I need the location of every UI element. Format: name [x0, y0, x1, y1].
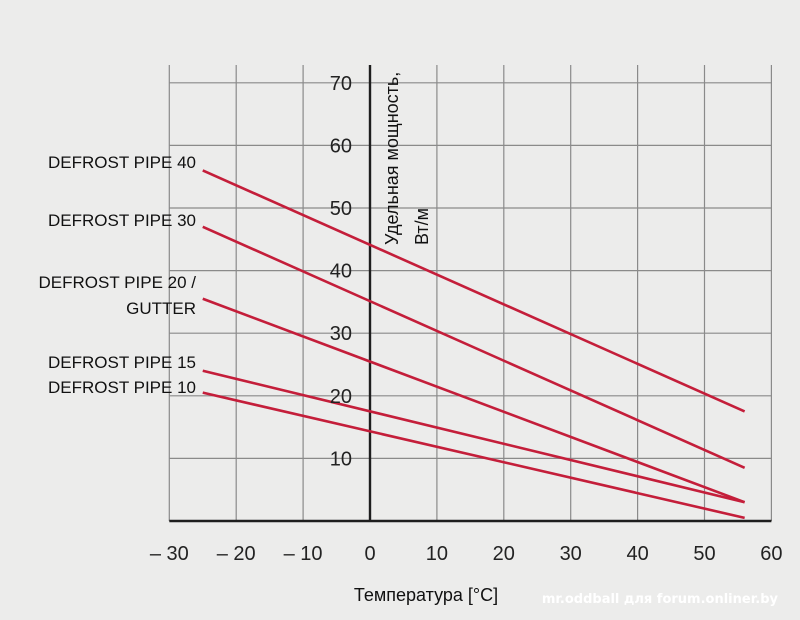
y-tick-label: 60 — [330, 135, 352, 157]
y-tick-label: 70 — [330, 73, 352, 95]
y-tick-label: 50 — [330, 198, 352, 220]
x-tick-label: 0 — [364, 543, 375, 565]
y-tick-label: 10 — [330, 448, 352, 470]
series-label: DEFROST PIPE 40 — [48, 153, 196, 172]
x-tick-label: – 10 — [284, 543, 323, 565]
y-tick-label: 40 — [330, 261, 352, 283]
series-label: DEFROST PIPE 30 — [48, 211, 196, 230]
x-tick-label: 50 — [693, 543, 715, 565]
y-tick-label: 20 — [330, 386, 352, 408]
series-label: DEFROST PIPE 20 / — [39, 273, 197, 292]
y-axis-title-line: Удельная мощность, — [382, 72, 402, 245]
series-labels: DEFROST PIPE 40 DEFROST PIPE 30 DEFROST PI… — [39, 153, 197, 397]
watermark: mr.oddball для forum.onliner.by — [542, 592, 779, 607]
grid — [168, 65, 773, 521]
series-label: DEFROST PIPE 15 — [48, 353, 196, 372]
series-label: GUTTER — [126, 299, 196, 318]
x-tick-label: – 20 — [217, 543, 256, 565]
series-line — [202, 169, 746, 413]
x-tick-label: – 30 — [150, 543, 189, 565]
axes — [169, 65, 772, 523]
tick-labels: – 30 – 20 – 10 0 10 20 30 40 50 60 10 20 30 40 50 60 70 — [150, 73, 783, 565]
series-line — [202, 369, 745, 504]
series-label: DEFROST PIPE 10 — [48, 378, 196, 397]
x-tick-label: 30 — [560, 543, 582, 565]
series-line — [202, 225, 746, 469]
series-lines — [202, 169, 746, 520]
x-tick-label: 10 — [426, 543, 448, 565]
y-axis-title: Удельная мощность, Вт/м — [382, 72, 432, 245]
x-tick-label: 60 — [760, 543, 782, 565]
y-tick-label: 30 — [330, 323, 352, 345]
y-axis-title-line: Вт/м — [412, 208, 432, 245]
series-line — [202, 297, 746, 504]
x-tick-label: 20 — [493, 543, 515, 565]
series-line — [202, 391, 745, 520]
x-tick-label: 40 — [626, 543, 648, 565]
x-axis-title: Температура [°C] — [354, 585, 498, 605]
